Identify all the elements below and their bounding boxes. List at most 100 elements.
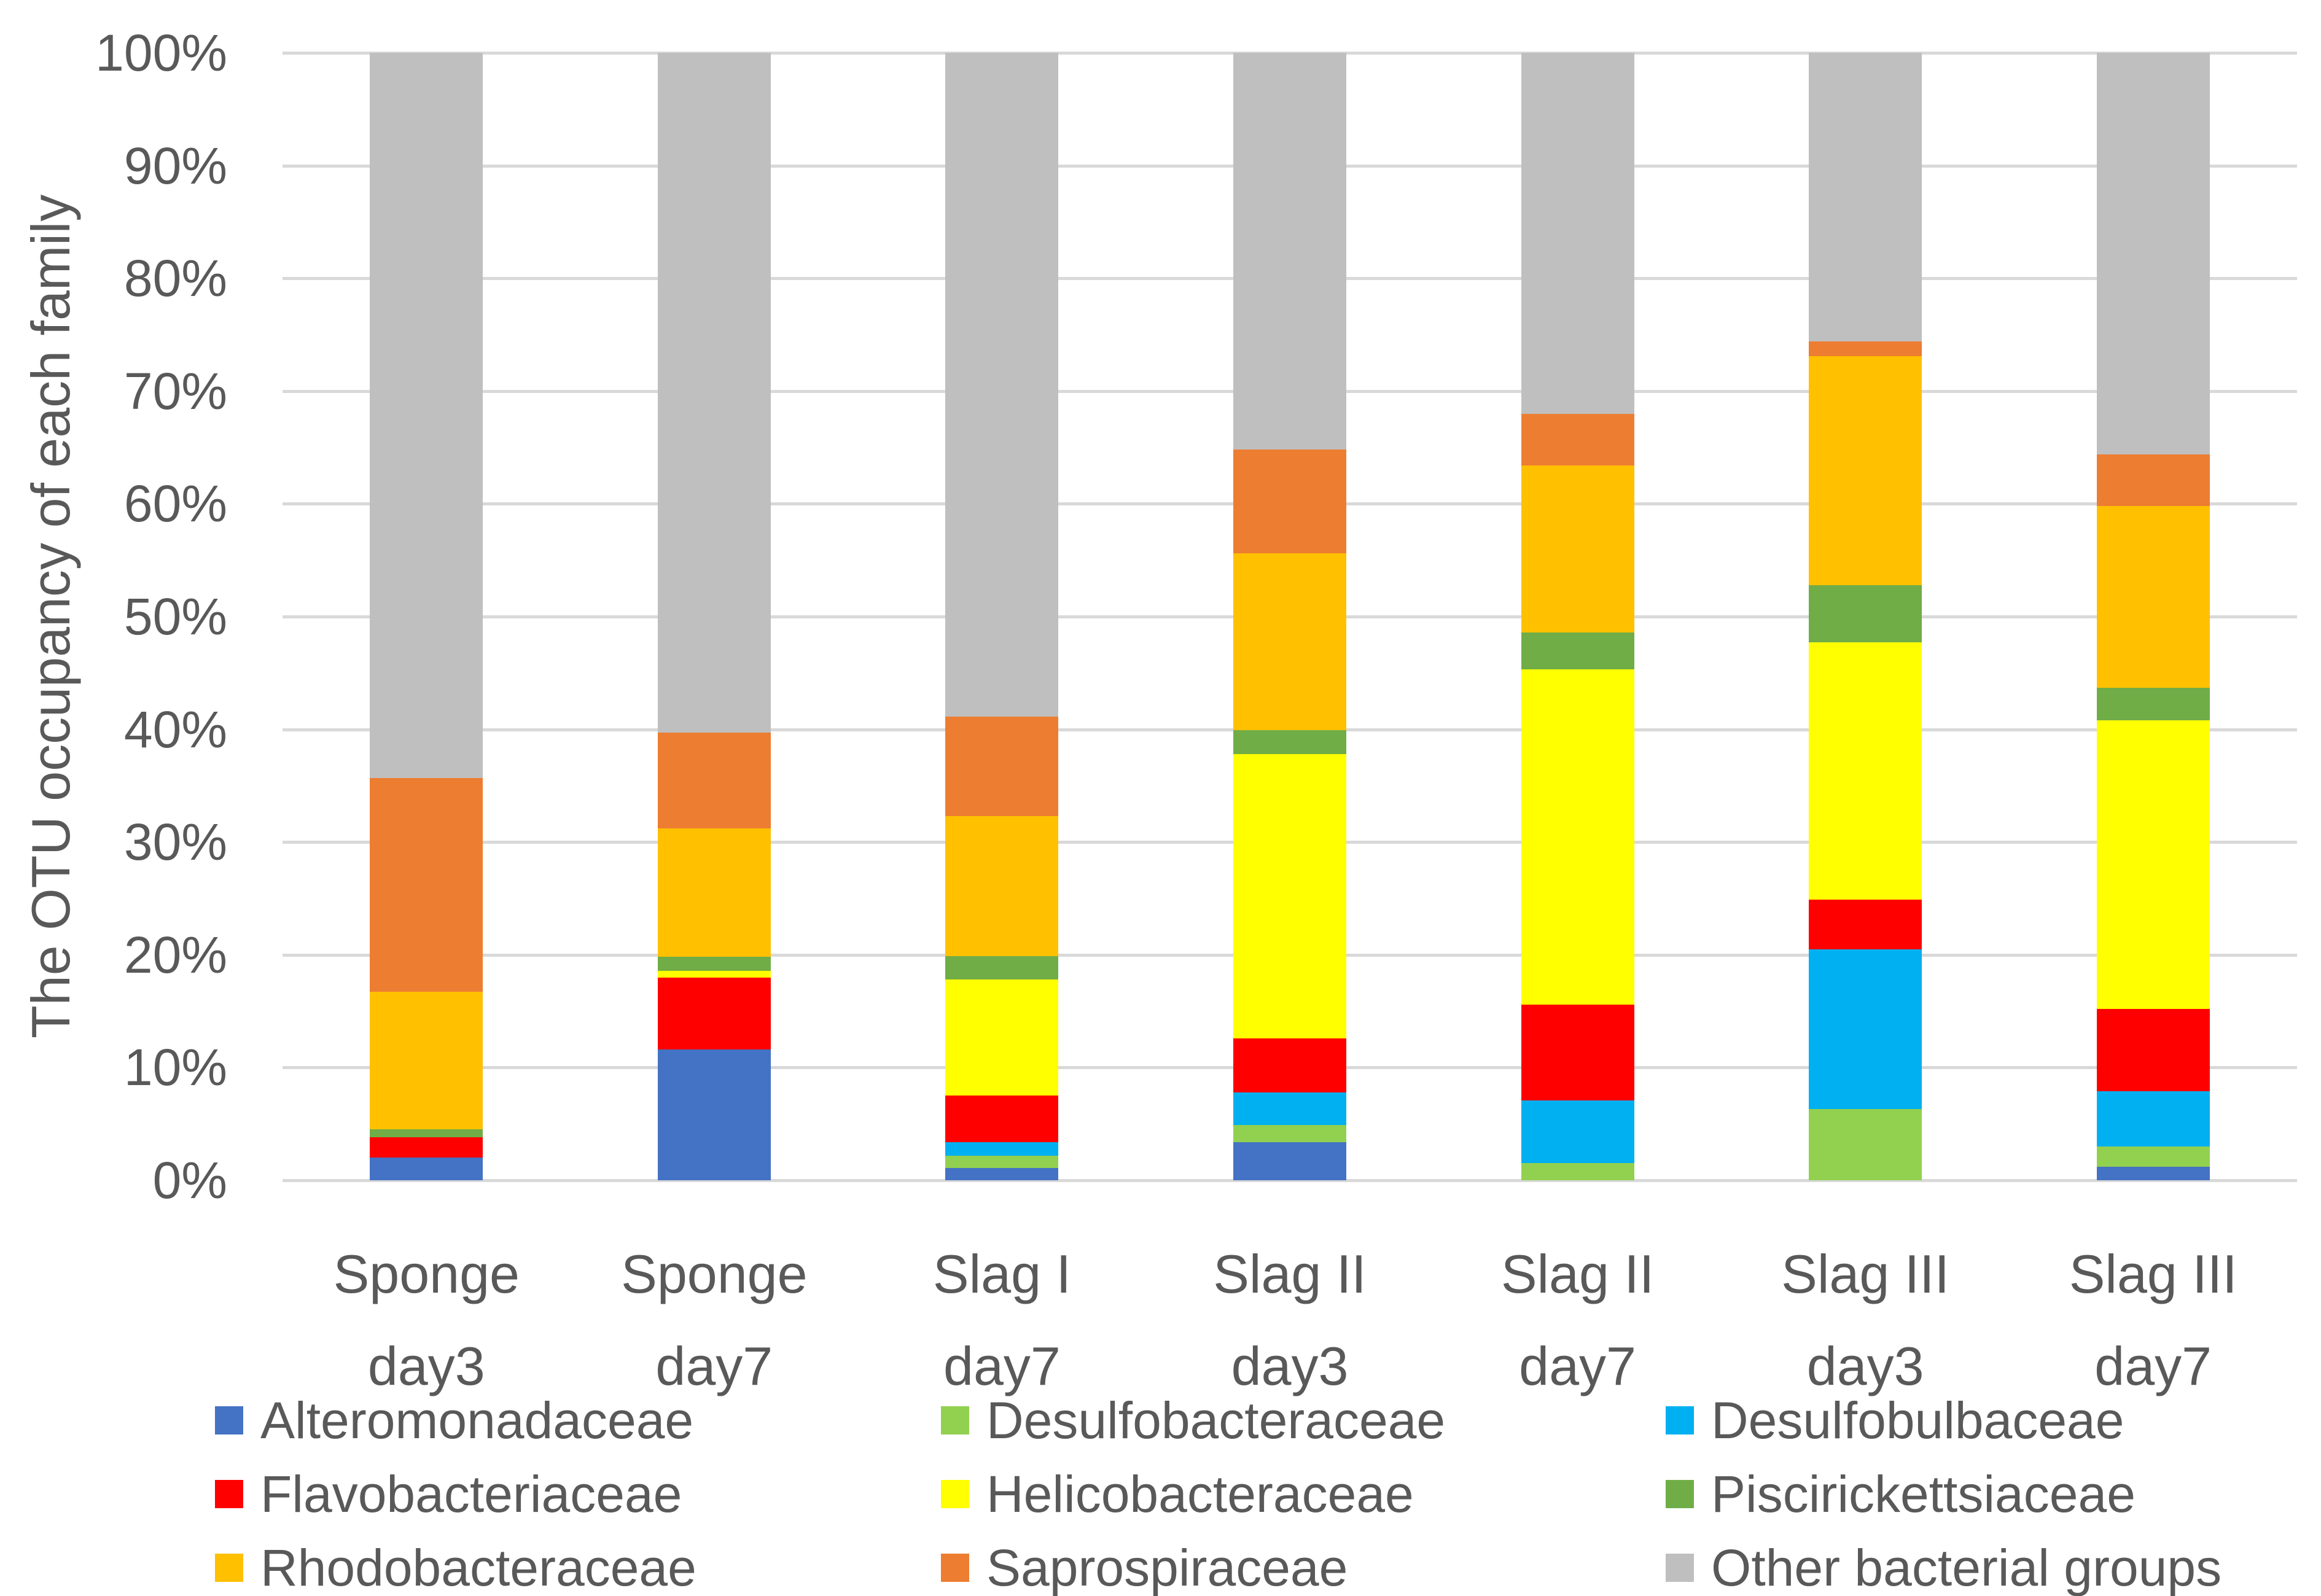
bar-segment-alteromonadaceae: [370, 1158, 483, 1180]
category-label-line: day7: [2094, 1336, 2212, 1396]
bar-segment-other-bacterial-groups: [1233, 53, 1346, 450]
bar-segment-other-bacterial-groups: [1809, 53, 1922, 342]
category-label-line: Slag I: [932, 1244, 1071, 1304]
legend-label: Piscirickettsiaceae: [1711, 1465, 2136, 1523]
legend-item: Alteromonadaceae: [215, 1387, 693, 1454]
bar-segment-desulfobacteraceae: [1809, 1109, 1922, 1180]
bar-segment-piscirickettsiaceae: [1521, 632, 1634, 670]
bar-segment-piscirickettsiaceae: [657, 957, 771, 971]
legend-swatch: [215, 1480, 243, 1508]
category-label: Slag II day7: [1434, 1228, 1722, 1412]
bar-segment-rhodobacteraceae: [945, 816, 1059, 956]
bar-segment-flavobacteriaceae: [1521, 1004, 1634, 1100]
legend-item: Flavobacteriaceae: [215, 1460, 682, 1528]
legend-swatch: [1666, 1480, 1694, 1508]
bar-segment-other-bacterial-groups: [1521, 53, 1634, 414]
category-label-line: Slag III: [2069, 1244, 2237, 1304]
gridline: [283, 1179, 2297, 1182]
legend-item: Helicobacteraceae: [941, 1460, 1414, 1528]
category-label: Slag I day7: [858, 1228, 1146, 1412]
bar-segment-saprospiraceae: [945, 717, 1059, 816]
legend-swatch: [941, 1480, 969, 1508]
bar-segment-saprospiraceae: [1521, 413, 1634, 465]
category-label-line: day3: [367, 1336, 485, 1396]
bar-segment-rhodobacteraceae: [1809, 356, 1922, 585]
bar-segment-flavobacteriaceae: [370, 1137, 483, 1158]
legend-swatch: [215, 1554, 243, 1582]
bar-segment-rhodobacteraceae: [1521, 465, 1634, 633]
bar-segment-desulfobacteraceae: [945, 1155, 1059, 1168]
legend-swatch: [941, 1554, 969, 1582]
category-label-line: Slag III: [1781, 1244, 1950, 1304]
bar-segment-saprospiraceae: [1233, 450, 1346, 554]
y-tick-label: 20%: [123, 925, 227, 984]
bar-segment-rhodobacteraceae: [370, 992, 483, 1130]
y-tick-label: 100%: [95, 24, 227, 82]
y-tick-label: 60%: [123, 475, 227, 533]
bar-column: [945, 53, 1059, 1180]
bar-segment-desulfobulbaceae: [945, 1142, 1059, 1156]
bar-segment-piscirickettsiaceae: [945, 956, 1059, 980]
legend-label: Rhodobacteraceae: [260, 1538, 696, 1596]
bar-segment-other-bacterial-groups: [2096, 53, 2210, 454]
category-label: Slag III day7: [2009, 1228, 2297, 1412]
legend-swatch: [1666, 1554, 1694, 1582]
y-tick-label: 70%: [123, 362, 227, 420]
bar-segment-helicobacteraceae: [657, 970, 771, 978]
bar-segment-desulfobulbaceae: [2096, 1091, 2210, 1146]
legend-label: Desulfobulbaceae: [1711, 1391, 2124, 1449]
legend-item: Piscirickettsiaceae: [1666, 1460, 2136, 1528]
bar-segment-flavobacteriaceae: [1809, 899, 1922, 949]
bar-segment-desulfobacteraceae: [1233, 1125, 1346, 1142]
category-label-line: Slag II: [1500, 1244, 1655, 1304]
bar-segment-desulfobulbaceae: [1809, 949, 1922, 1110]
bar-segment-flavobacteriaceae: [2096, 1008, 2210, 1091]
bar-segment-piscirickettsiaceae: [1233, 730, 1346, 754]
category-label-line: day3: [1231, 1336, 1349, 1396]
legend-label: Saprospiraceae: [986, 1538, 1348, 1596]
legend-label: Flavobacteriaceae: [260, 1465, 682, 1523]
bar-segment-desulfobulbaceae: [1233, 1092, 1346, 1126]
bar-segment-helicobacteraceae: [2096, 720, 2210, 1009]
bar-segment-saprospiraceae: [1809, 341, 1922, 356]
bar-segment-piscirickettsiaceae: [370, 1129, 483, 1138]
bar-segment-saprospiraceae: [657, 733, 771, 829]
y-tick-label: 40%: [123, 700, 227, 758]
category-label-line: day7: [655, 1336, 773, 1396]
bar-segment-desulfobacteraceae: [2096, 1146, 2210, 1167]
legend-item: Desulfobulbaceae: [1666, 1387, 2124, 1454]
category-label: Sponge day7: [571, 1228, 859, 1412]
legend-item: Rhodobacteraceae: [215, 1534, 696, 1596]
bar-segment-flavobacteriaceae: [1233, 1038, 1346, 1092]
bar-segment-alteromonadaceae: [2096, 1166, 2210, 1180]
bar-segment-other-bacterial-groups: [370, 53, 483, 778]
bar-segment-saprospiraceae: [370, 777, 483, 992]
legend-label: Alteromonadaceae: [260, 1391, 694, 1449]
bar-column: [1521, 53, 1634, 1180]
category-label-line: day7: [1519, 1336, 1636, 1396]
bar-segment-piscirickettsiaceae: [2096, 687, 2210, 720]
legend-label: Helicobacteraceae: [986, 1465, 1414, 1523]
bar-segment-other-bacterial-groups: [945, 53, 1059, 717]
legend-label: Other bacterial groups: [1711, 1538, 2222, 1596]
category-label-line: day3: [1806, 1336, 1924, 1396]
category-label-line: Sponge: [621, 1244, 808, 1304]
y-tick-label: 50%: [123, 588, 227, 645]
category-label-line: Slag II: [1213, 1244, 1367, 1304]
bar-segment-helicobacteraceae: [945, 979, 1059, 1096]
bar-segment-rhodobacteraceae: [1233, 553, 1346, 731]
category-label: Slag II day3: [1146, 1228, 1434, 1412]
y-tick-label: 30%: [123, 813, 227, 871]
bar-column: [1233, 53, 1346, 1180]
legend-label: Desulfobacteraceae: [986, 1391, 1446, 1449]
y-tick-label: 80%: [123, 249, 227, 308]
bar-segment-helicobacteraceae: [1521, 669, 1634, 1005]
plot-area: [283, 52, 2297, 1182]
bar-column: [2096, 53, 2210, 1180]
bar-segment-flavobacteriaceae: [945, 1096, 1059, 1142]
category-label: Sponge day3: [283, 1228, 571, 1412]
bar-segment-helicobacteraceae: [1233, 754, 1346, 1038]
legend-item: Saprospiraceae: [941, 1534, 1348, 1596]
bar-segment-other-bacterial-groups: [657, 53, 771, 733]
